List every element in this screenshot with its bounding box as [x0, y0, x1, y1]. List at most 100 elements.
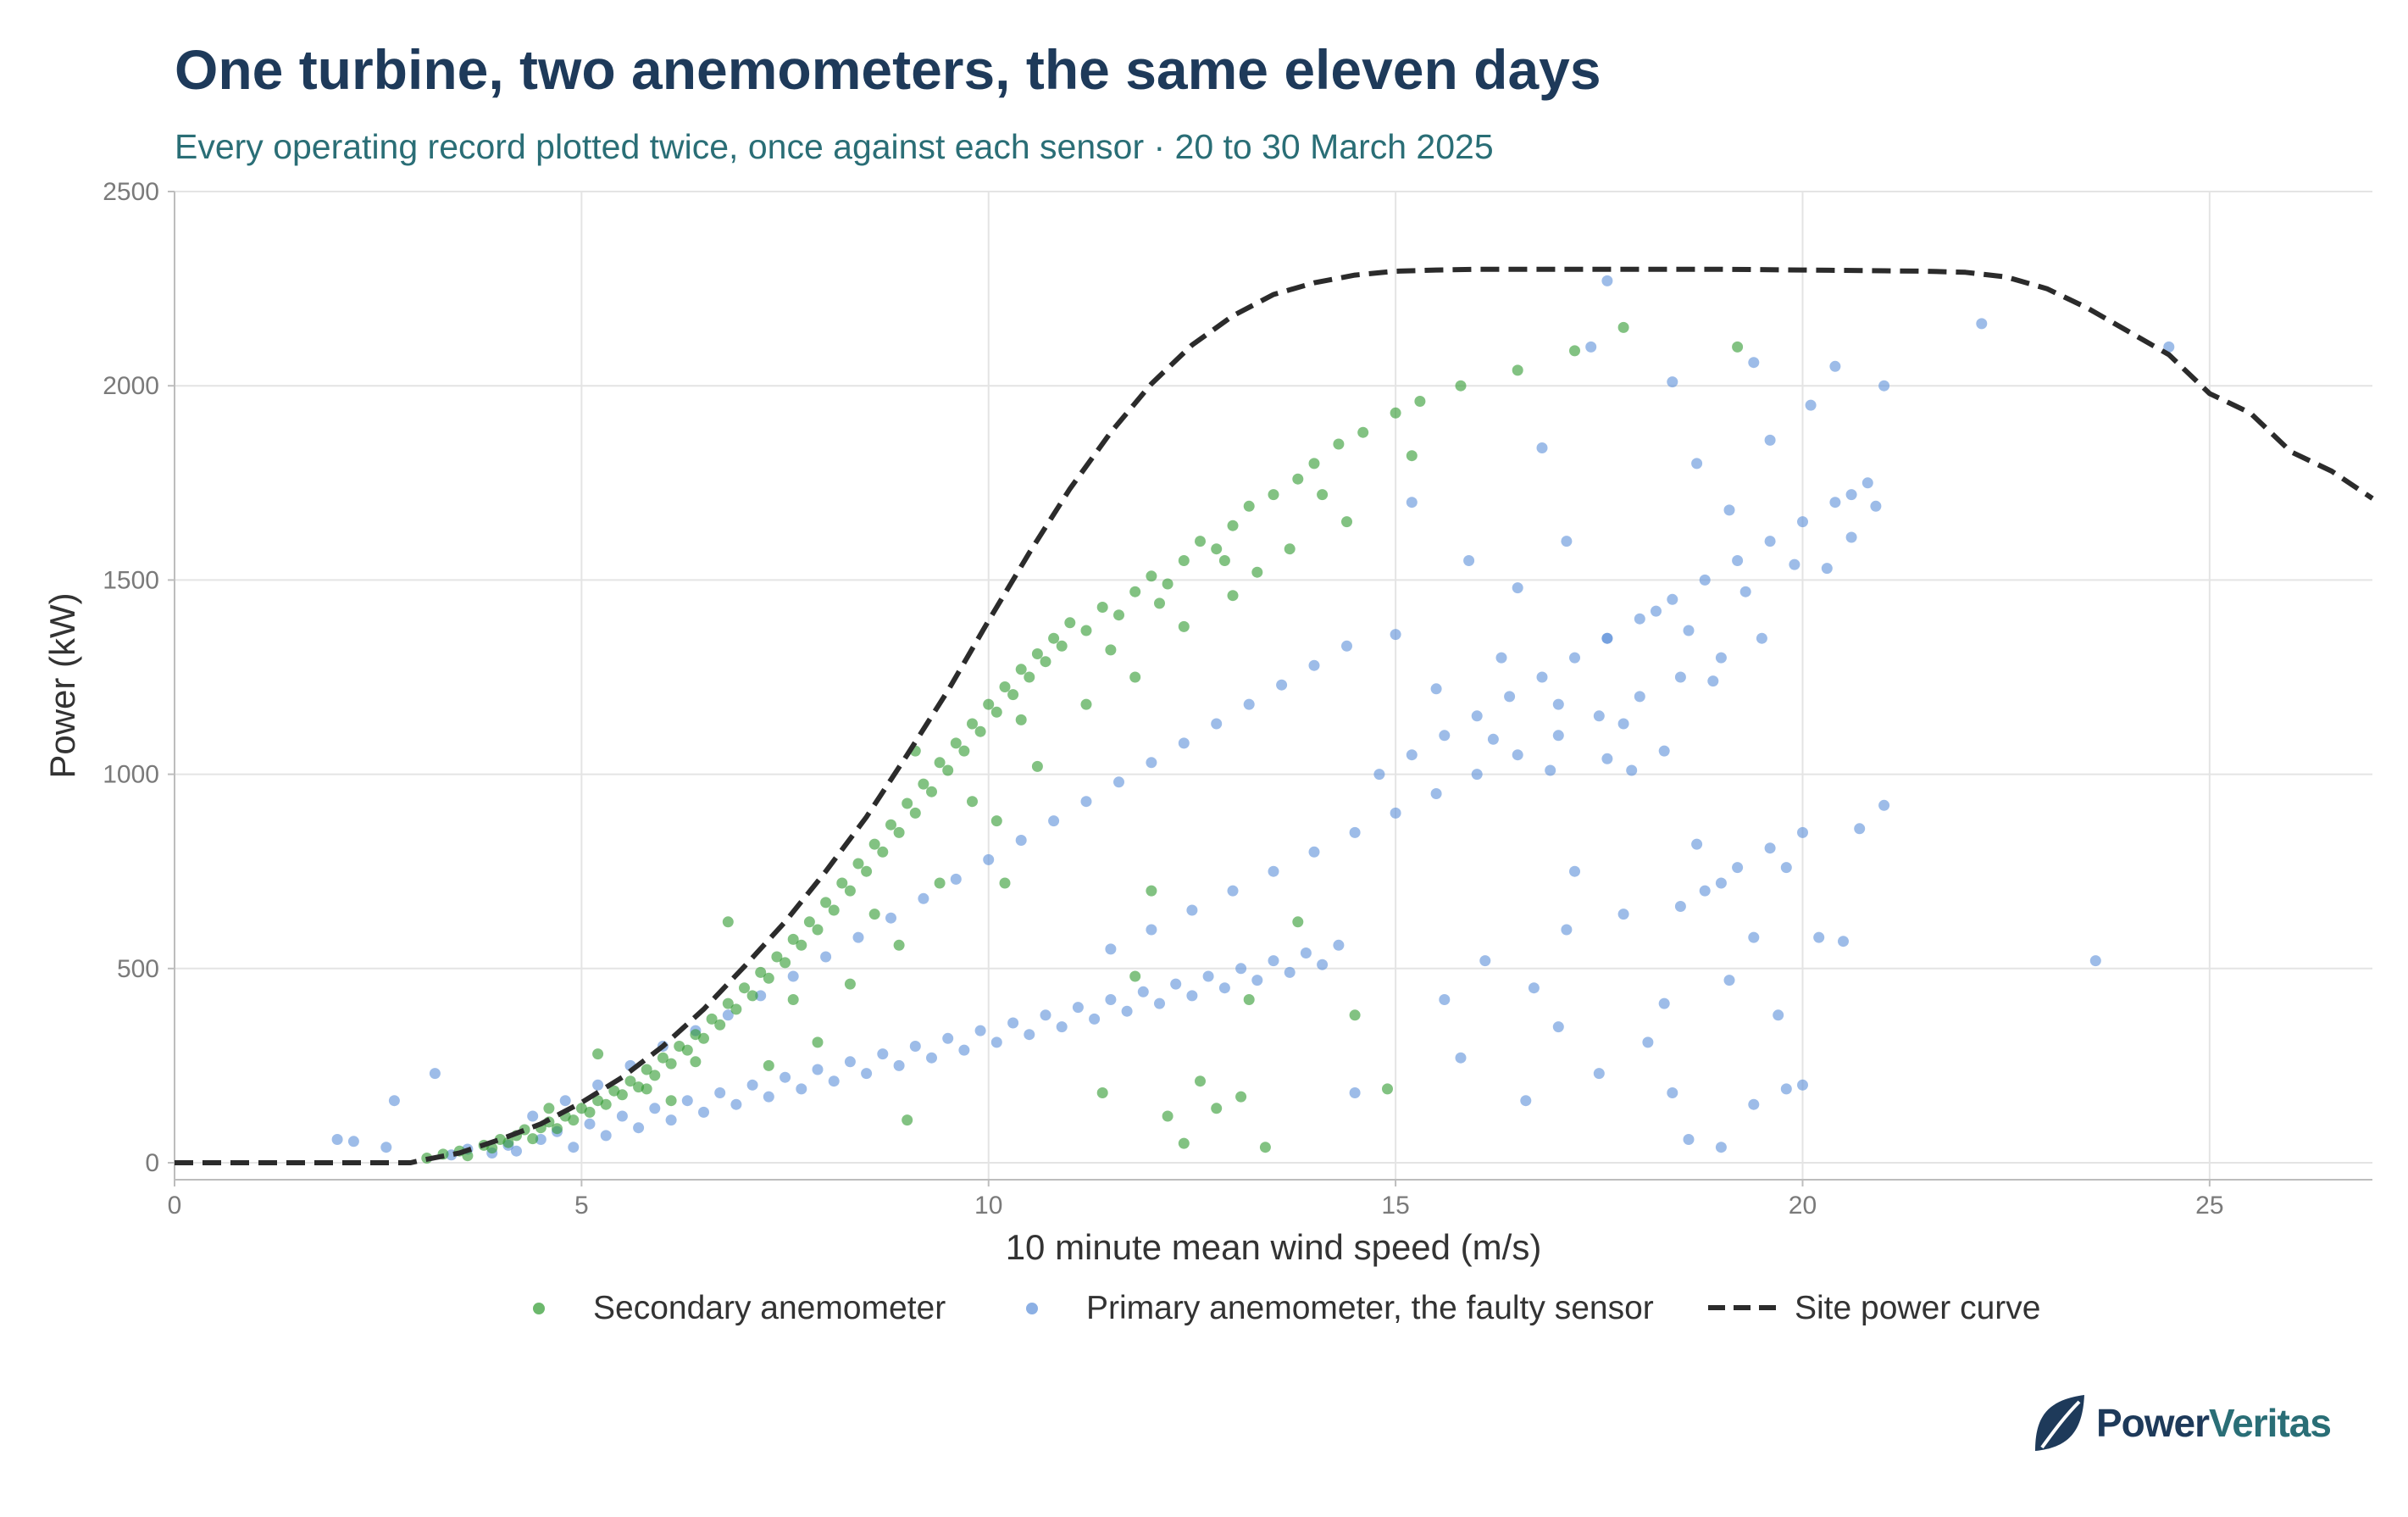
- data-point: [844, 885, 856, 897]
- data-point: [1268, 489, 1279, 501]
- data-point: [812, 1036, 824, 1048]
- data-point: [1064, 617, 1076, 629]
- data-point: [511, 1145, 522, 1157]
- data-point: [1667, 1087, 1678, 1098]
- data-point: [780, 957, 791, 969]
- data-point: [909, 1041, 921, 1052]
- data-point: [1284, 543, 1296, 555]
- chart-subtitle: Every operating record plotted twice, on…: [175, 127, 1494, 166]
- data-point: [1406, 497, 1418, 508]
- data-point: [657, 1052, 669, 1064]
- data-point: [1455, 380, 1467, 392]
- data-point: [1455, 1052, 1467, 1064]
- data-point: [1024, 671, 1035, 683]
- x-tick-label: 5: [574, 1192, 589, 1220]
- data-point: [1756, 632, 1767, 644]
- data-point: [1276, 679, 1288, 691]
- data-point: [1218, 982, 1230, 994]
- data-point: [1113, 609, 1124, 621]
- data-point: [543, 1103, 555, 1114]
- data-point: [641, 1083, 652, 1095]
- data-point: [1154, 597, 1165, 609]
- data-point: [1634, 613, 1645, 625]
- data-point: [1056, 1021, 1068, 1033]
- data-point: [1552, 730, 1564, 742]
- data-point: [1471, 769, 1483, 781]
- data-point: [1105, 943, 1117, 955]
- data-point: [1691, 458, 1703, 470]
- data-point: [1390, 629, 1401, 641]
- data-point: [665, 1058, 677, 1070]
- data-point: [796, 1083, 807, 1095]
- data-point: [1821, 563, 1833, 575]
- data-point: [852, 931, 864, 943]
- data-point: [1748, 1098, 1760, 1110]
- data-point: [787, 994, 799, 1005]
- data-point: [535, 1134, 547, 1145]
- data-point: [1829, 497, 1841, 508]
- data-point: [714, 1019, 726, 1031]
- data-point: [1406, 450, 1418, 462]
- data-point: [780, 1071, 791, 1083]
- data-point: [1243, 698, 1255, 710]
- data-point: [1227, 885, 1239, 897]
- data-point: [1048, 632, 1060, 644]
- data-point: [559, 1095, 571, 1107]
- data-point: [641, 1064, 652, 1075]
- data-point: [1195, 536, 1206, 547]
- data-point: [616, 1089, 628, 1101]
- data-point: [812, 924, 824, 936]
- axes: [174, 192, 2372, 1181]
- data-point: [706, 1013, 718, 1025]
- data-point: [624, 1075, 636, 1087]
- data-point: [2163, 341, 2175, 353]
- data-point: [1227, 520, 1239, 531]
- data-point: [1561, 924, 1573, 936]
- data-point: [665, 1114, 677, 1126]
- data-point: [1243, 994, 1255, 1005]
- data-point: [388, 1095, 400, 1107]
- data-point: [1683, 1134, 1695, 1145]
- data-point: [828, 904, 840, 916]
- data-point: [1146, 885, 1157, 897]
- data-point: [885, 912, 896, 924]
- data-point: [1601, 275, 1613, 286]
- data-point: [1382, 1083, 1393, 1095]
- data-point: [983, 698, 995, 710]
- data-point: [1691, 838, 1703, 850]
- data-point: [1617, 321, 1629, 333]
- x-tick-label: 25: [2195, 1192, 2223, 1220]
- data-point: [1797, 516, 1808, 528]
- leaf-logo-icon: [2035, 1395, 2084, 1451]
- data-point: [2089, 955, 2101, 967]
- data-point: [885, 819, 896, 831]
- data-point: [1699, 574, 1711, 586]
- data-point: [1764, 842, 1776, 854]
- data-point: [1789, 558, 1800, 570]
- data-point: [1601, 753, 1613, 764]
- data-point: [584, 1118, 596, 1130]
- data-point: [1667, 376, 1678, 388]
- scatter-points: [331, 275, 2175, 1164]
- data-point: [1878, 380, 1890, 392]
- data-point: [1674, 901, 1686, 912]
- data-point: [1976, 318, 1988, 330]
- data-point: [1658, 745, 1670, 757]
- data-point: [983, 853, 995, 865]
- legend-label-primary: Primary anemometer, the faulty sensor: [1086, 1290, 1654, 1326]
- data-point: [1007, 1017, 1019, 1029]
- data-point: [730, 1003, 742, 1015]
- data-point: [1129, 586, 1141, 597]
- data-point: [1495, 652, 1507, 664]
- data-point: [1031, 760, 1043, 772]
- data-point: [1683, 625, 1695, 636]
- data-point: [1845, 531, 1857, 543]
- data-point: [1333, 939, 1345, 951]
- x-tick-label: 0: [168, 1192, 182, 1220]
- data-point: [1829, 360, 1841, 372]
- data-point: [1861, 477, 1873, 489]
- data-point: [1317, 489, 1329, 501]
- data-point: [1080, 698, 1092, 710]
- data-point: [1699, 885, 1711, 897]
- data-point: [1373, 769, 1385, 781]
